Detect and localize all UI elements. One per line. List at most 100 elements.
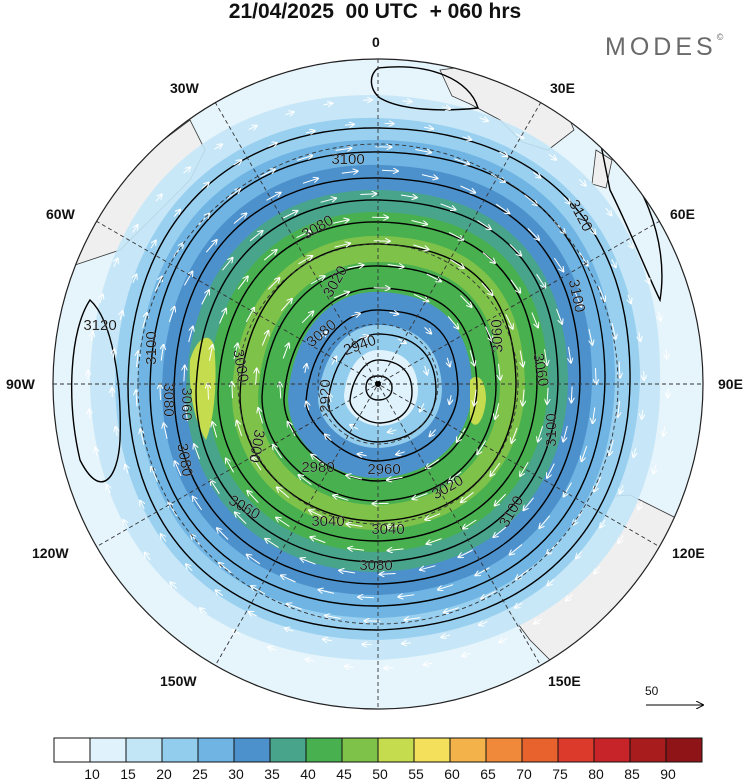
wind-vector: [539, 515, 551, 528]
wind-vector: [421, 174, 438, 179]
wind-vector: [534, 618, 542, 624]
wind-vector: [547, 387, 548, 404]
contour-label: 2980: [301, 459, 334, 476]
contour-label: 3040: [371, 521, 404, 538]
wind-vector: [619, 361, 620, 378]
wind-vector: [335, 148, 352, 150]
wind-vector: [495, 403, 500, 419]
wind-vector: [536, 273, 546, 287]
contour-label: 3100: [143, 331, 160, 364]
wind-vector: [325, 616, 341, 619]
wind-vector: [402, 101, 411, 102]
wind-vector: [249, 231, 262, 242]
wind-vector: [273, 445, 283, 459]
contour-label: 3000: [245, 428, 268, 464]
wind-vector: [296, 231, 311, 239]
wind-vector: [347, 524, 363, 527]
wind-vector: [222, 258, 233, 271]
colorbar-tick-label: 35: [264, 766, 280, 782]
wind-vector: [415, 150, 431, 153]
contour-label: 3080: [359, 557, 392, 574]
wind-vector: [659, 311, 661, 321]
wind-vector: [666, 349, 667, 359]
wind-vector: [248, 126, 257, 130]
wind-vector: [173, 210, 180, 217]
lon-label-90w: 90W: [6, 376, 35, 392]
wind-vector: [301, 558, 316, 565]
wind-vector: [427, 538, 442, 544]
wind-vector: [281, 575, 296, 583]
wind-vector: [140, 429, 145, 445]
wind-vector: [100, 294, 103, 304]
title-lead-time: + 060 hrs: [429, 0, 522, 23]
wind-vector: [532, 171, 540, 177]
wind-vector: [344, 124, 354, 125]
wind-vector: [302, 178, 318, 184]
lon-label-120e: 120E: [672, 545, 705, 561]
wind-vector: [323, 639, 332, 641]
wind-vector: [524, 194, 537, 205]
wind-vector: [477, 220, 490, 230]
wind-vector: [520, 462, 529, 476]
wind-vector: [424, 327, 432, 333]
wind-vector: [628, 294, 631, 304]
wind-vector: [306, 659, 315, 661]
brand-name: MODES: [605, 33, 717, 61]
wind-vector: [185, 405, 187, 422]
wind-vector: [245, 308, 254, 323]
wind-vector: [474, 389, 476, 406]
colorbar-tick-label: 55: [408, 766, 424, 782]
wind-vector: [531, 312, 538, 328]
wind-vector: [168, 307, 174, 323]
title-date: 21/04/2025: [228, 0, 334, 23]
wind-vector: [333, 495, 349, 501]
wind-vector: [247, 491, 259, 504]
colorbar-tick-label: 85: [624, 766, 640, 782]
wind-vector: [113, 349, 114, 359]
lon-label-120w: 120W: [32, 545, 69, 561]
wind-vector: [193, 497, 203, 511]
wind-vector: [462, 653, 471, 656]
lon-label-30e: 30E: [550, 80, 575, 96]
wind-vector: [217, 528, 229, 540]
wind-vector: [311, 455, 325, 465]
wind-vector: [137, 351, 139, 368]
lon-label-60w: 60W: [46, 206, 75, 222]
wind-vector: [515, 603, 523, 608]
wind-vector: [499, 638, 508, 642]
colorbar-tick-label: 50: [372, 766, 388, 782]
lon-label-0: 0: [372, 34, 380, 50]
wind-vector: [563, 196, 570, 203]
wind-vector: [175, 461, 182, 477]
wind-speed-shading: [90, 94, 661, 661]
wind-vector: [564, 482, 572, 497]
wind-vector: [449, 471, 462, 482]
wind-vector: [460, 295, 472, 308]
wind-vector: [287, 604, 302, 610]
wind-vector: [495, 203, 509, 213]
wind-vector: [186, 564, 193, 572]
wind-vector: [350, 425, 359, 429]
wind-vector: [642, 409, 643, 419]
wind-vector: [460, 185, 476, 193]
wind-reference-value: 50: [645, 684, 659, 698]
wind-vector: [263, 250, 276, 261]
wind-vector: [425, 365, 428, 375]
wind-vector: [211, 480, 220, 495]
wind-vector: [339, 570, 356, 573]
wind-vector: [509, 243, 521, 255]
wind-vector: [373, 288, 390, 289]
wind-vector: [527, 228, 539, 240]
lon-label-150w: 150W: [160, 673, 197, 689]
wind-vector: [210, 345, 213, 361]
wind-vector: [89, 409, 90, 419]
wind-vector: [424, 127, 433, 129]
wind-vector: [459, 549, 473, 557]
wind-vector: [475, 567, 490, 576]
colorbar-tick-label: 75: [552, 766, 568, 782]
map-boundary: [52, 58, 704, 710]
wind-vector: [447, 315, 458, 328]
lon-label-150e: 150E: [548, 673, 581, 689]
contour-label: 3080: [299, 212, 336, 243]
